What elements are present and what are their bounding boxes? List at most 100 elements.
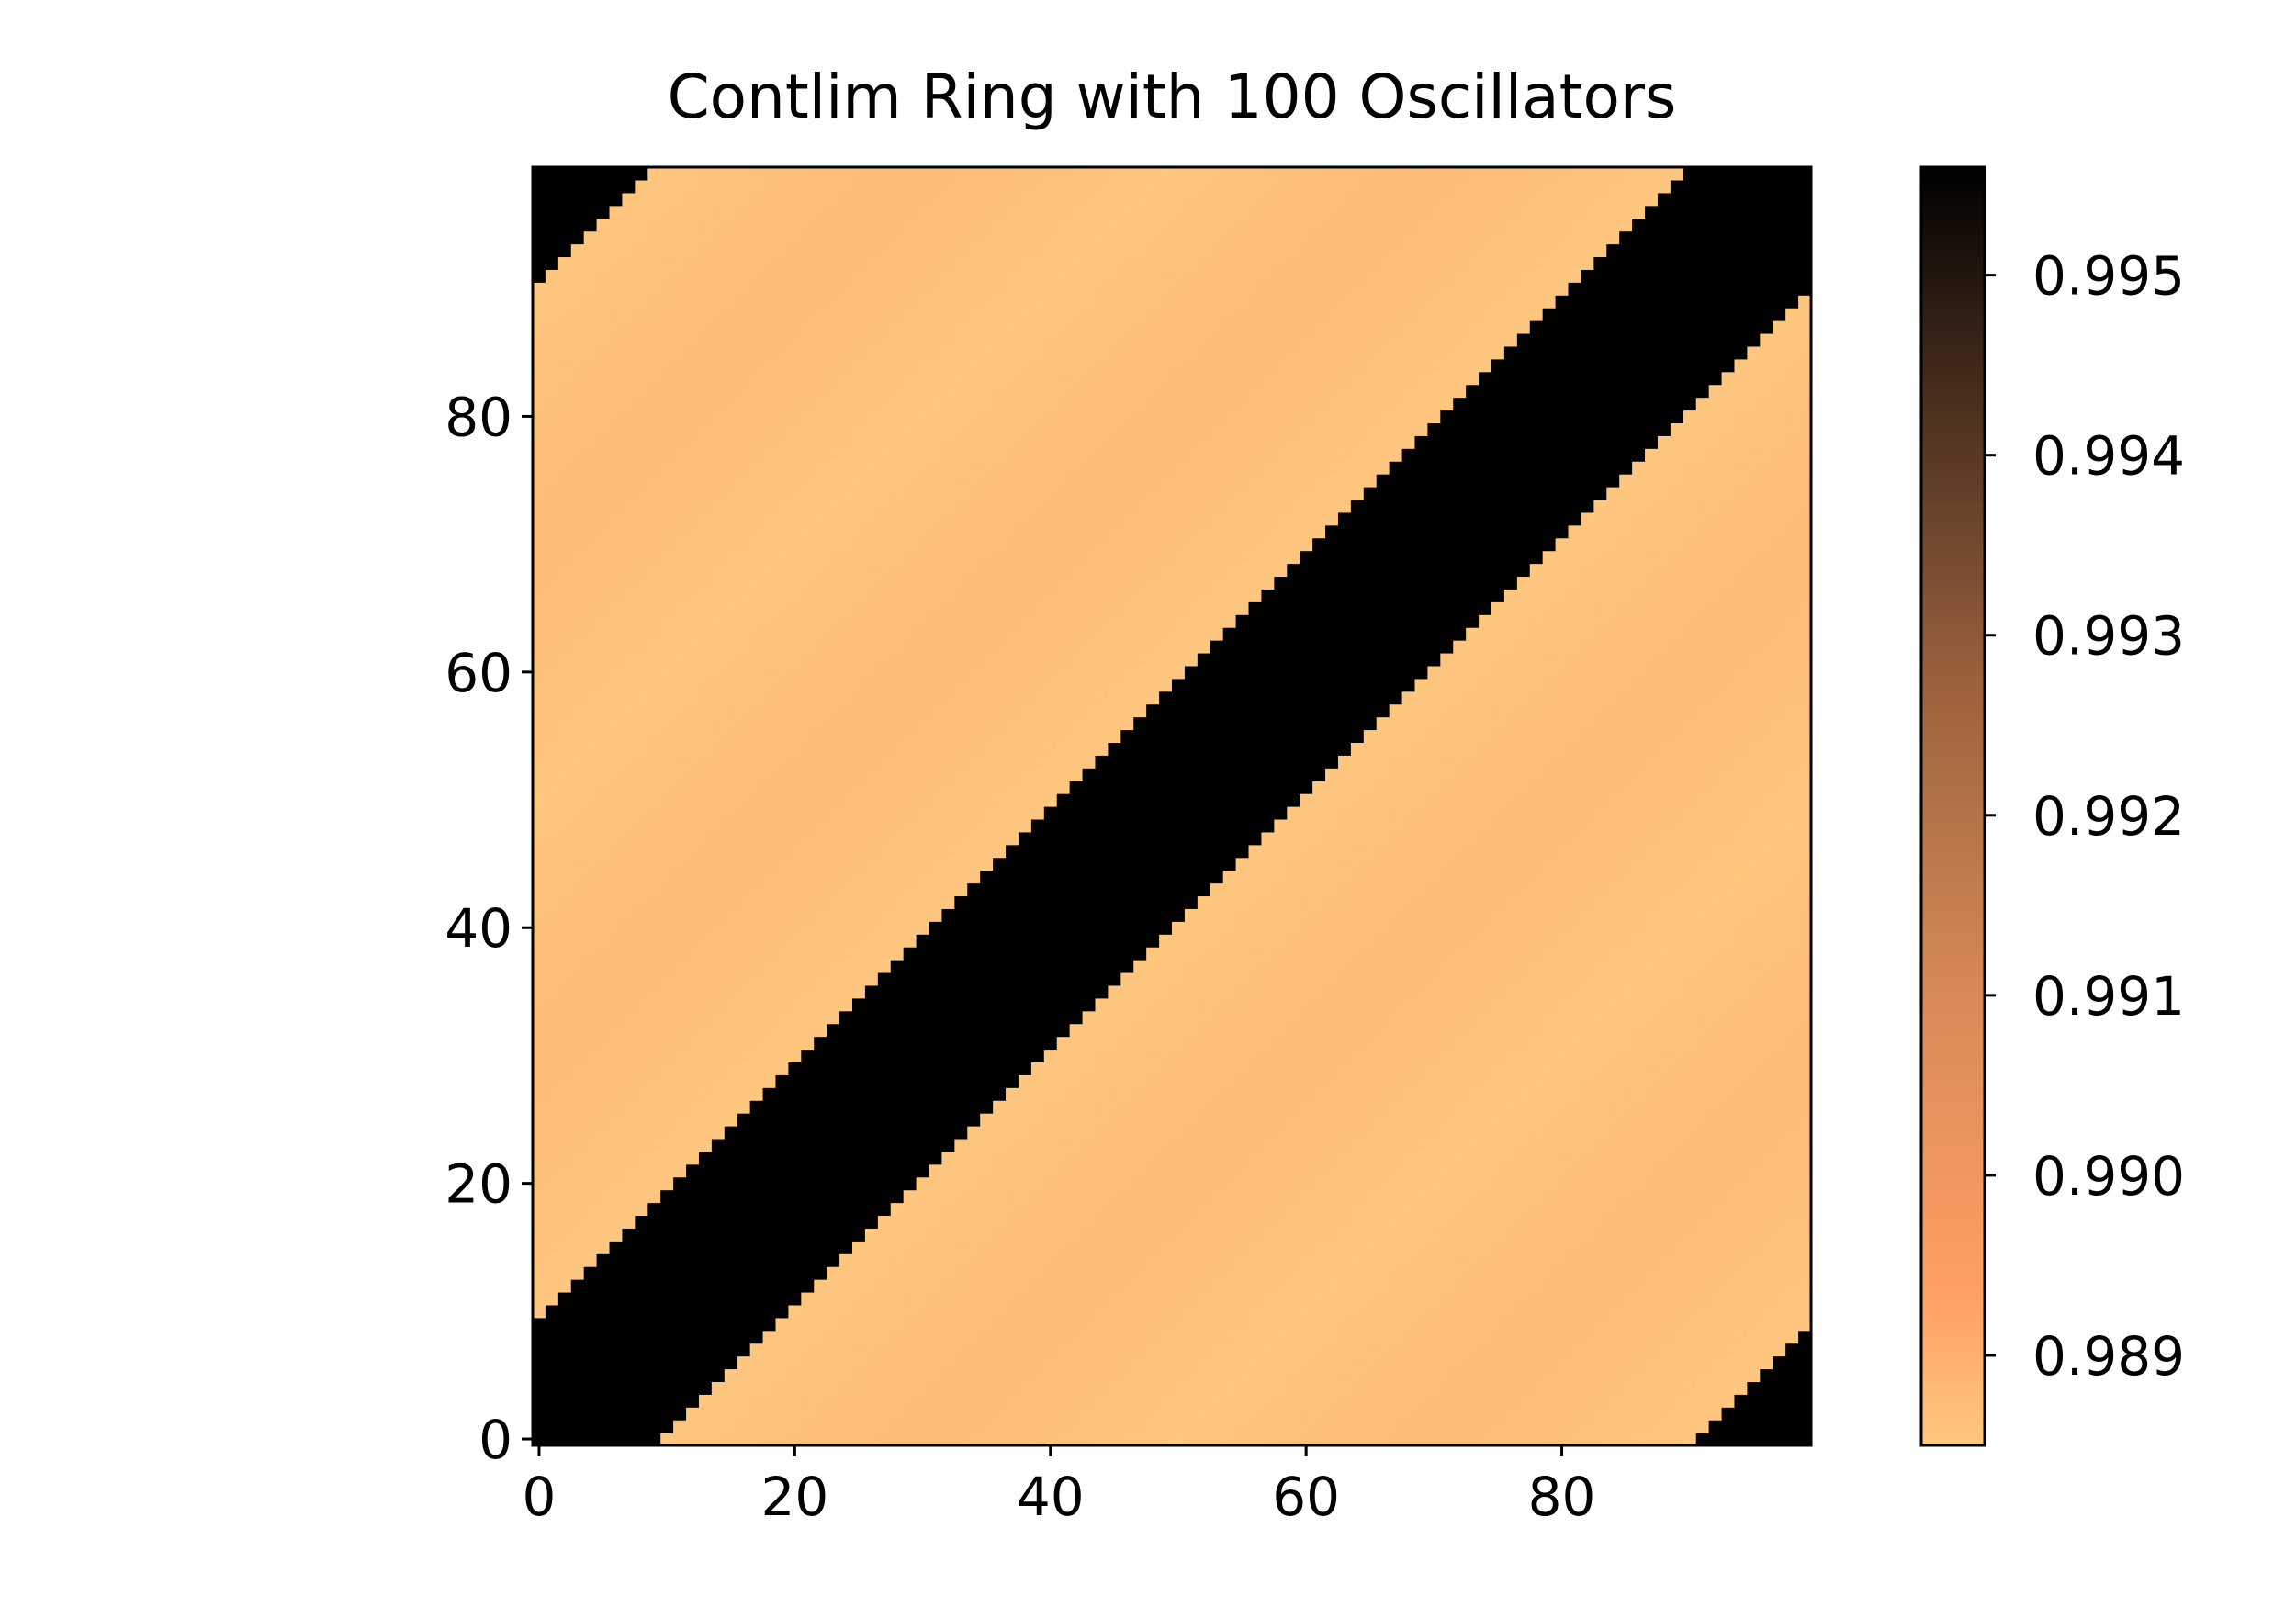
heatmap-cell (814, 908, 827, 922)
heatmap-cell (1453, 1062, 1467, 1075)
heatmap-cell (980, 1100, 994, 1114)
heatmap-cell (1006, 1126, 1019, 1140)
heatmap-cell (1440, 1113, 1454, 1127)
heatmap-cell (814, 1087, 827, 1101)
heatmap-cell (1261, 1368, 1275, 1382)
heatmap-cell (1120, 934, 1134, 948)
heatmap-cell (775, 1343, 789, 1357)
heatmap-cell (1274, 1381, 1288, 1395)
heatmap-cell (1300, 972, 1313, 986)
heatmap-cell (916, 1241, 930, 1254)
heatmap-cell (1120, 972, 1134, 986)
heatmap-cell (1440, 1202, 1454, 1217)
heatmap-cell (1043, 1215, 1058, 1229)
heatmap-cell (647, 831, 661, 846)
heatmap-cell (1747, 1330, 1761, 1344)
heatmap-cell (1274, 1062, 1288, 1075)
heatmap-cell (1108, 1062, 1121, 1075)
heatmap-cell (1516, 1100, 1531, 1114)
heatmap-cell (647, 1202, 661, 1217)
heatmap-cell (1018, 1279, 1032, 1293)
heatmap-cell (967, 1010, 981, 1025)
heatmap-cell (1350, 1228, 1365, 1242)
heatmap-cell (1555, 921, 1570, 935)
heatmap-cell (929, 1163, 943, 1178)
heatmap-cell (1133, 1355, 1147, 1370)
heatmap-cell (1760, 947, 1773, 961)
heatmap-cell (749, 1202, 764, 1217)
heatmap-cell (1350, 1394, 1365, 1408)
heatmap-cell (698, 1304, 713, 1319)
heatmap-cell (1030, 1291, 1045, 1306)
heatmap-cell (1261, 1113, 1275, 1127)
heatmap-cell (852, 1215, 866, 1229)
heatmap-cell (1606, 870, 1620, 884)
heatmap-cell (1337, 870, 1352, 884)
heatmap-cell (1606, 1433, 1620, 1446)
heatmap-cell (1210, 1368, 1224, 1382)
heatmap-cell (1798, 1215, 1812, 1229)
heatmap-cell (1376, 1189, 1390, 1204)
heatmap-cell (698, 1343, 713, 1357)
heatmap-cell (1747, 1241, 1761, 1254)
heatmap-cell (929, 1087, 943, 1101)
heatmap-cell (1043, 1368, 1058, 1382)
heatmap-cell (1095, 1355, 1109, 1370)
heatmap-cell (1325, 1100, 1339, 1114)
heatmap-cell (1018, 895, 1032, 909)
heatmap-cell (609, 1433, 624, 1446)
heatmap-cell (647, 882, 661, 897)
heatmap-cell (1453, 1202, 1467, 1217)
heatmap-cell (1082, 1330, 1097, 1344)
heatmap-cell (954, 882, 968, 897)
heatmap-cell (1389, 934, 1403, 948)
heatmap-cell (775, 972, 789, 986)
heatmap-cell (724, 1113, 738, 1127)
heatmap-cell (1414, 1049, 1428, 1062)
heatmap-cell (1440, 1023, 1454, 1038)
heatmap-cell (1581, 1138, 1594, 1152)
heatmap-cell (647, 1036, 661, 1051)
heatmap-cell (1030, 1368, 1045, 1382)
heatmap-cell (1657, 947, 1671, 961)
heatmap-cell (749, 1368, 764, 1382)
heatmap-cell (1734, 1215, 1748, 1229)
heatmap-cell (1440, 1151, 1454, 1165)
heatmap-cell (1593, 1049, 1607, 1062)
heatmap-cell (1133, 1241, 1147, 1254)
heatmap-cell (1593, 1100, 1607, 1114)
heatmap-cell (1440, 1010, 1454, 1025)
heatmap-cell (1453, 1279, 1467, 1293)
heatmap-cell (698, 997, 713, 1012)
heatmap-cell (1555, 997, 1570, 1012)
heatmap-cell (1337, 1253, 1352, 1267)
heatmap-cell (1248, 1381, 1263, 1395)
heatmap-cell (916, 1163, 930, 1178)
heatmap-cell (737, 882, 751, 897)
heatmap-cell (941, 997, 955, 1012)
heatmap-cell (1747, 1138, 1761, 1152)
heatmap-cell (1350, 1317, 1365, 1332)
heatmap-cell (1222, 1062, 1237, 1075)
heatmap-cell (1376, 818, 1390, 833)
heatmap-cell (1401, 1241, 1416, 1254)
heatmap-cell (1069, 984, 1084, 999)
heatmap-cell (864, 984, 879, 999)
heatmap-cell (1773, 1368, 1786, 1382)
heatmap-cell (929, 870, 943, 884)
heatmap-cell (1479, 947, 1492, 961)
heatmap-cell (533, 1317, 546, 1332)
heatmap-cell (1030, 1394, 1045, 1408)
heatmap-cell (1479, 1253, 1492, 1267)
heatmap-cell (1695, 818, 1710, 833)
heatmap-cell (929, 972, 943, 986)
heatmap-cell (1747, 1036, 1761, 1051)
heatmap-cell (1427, 882, 1441, 897)
heatmap-cell (775, 895, 789, 909)
heatmap-cell (609, 1036, 624, 1051)
heatmap-cell (1146, 1228, 1160, 1242)
heatmap-cell (635, 1036, 648, 1051)
heatmap-cell (1798, 1074, 1812, 1088)
heatmap-cell (609, 1023, 624, 1038)
heatmap-cell (635, 1355, 648, 1370)
